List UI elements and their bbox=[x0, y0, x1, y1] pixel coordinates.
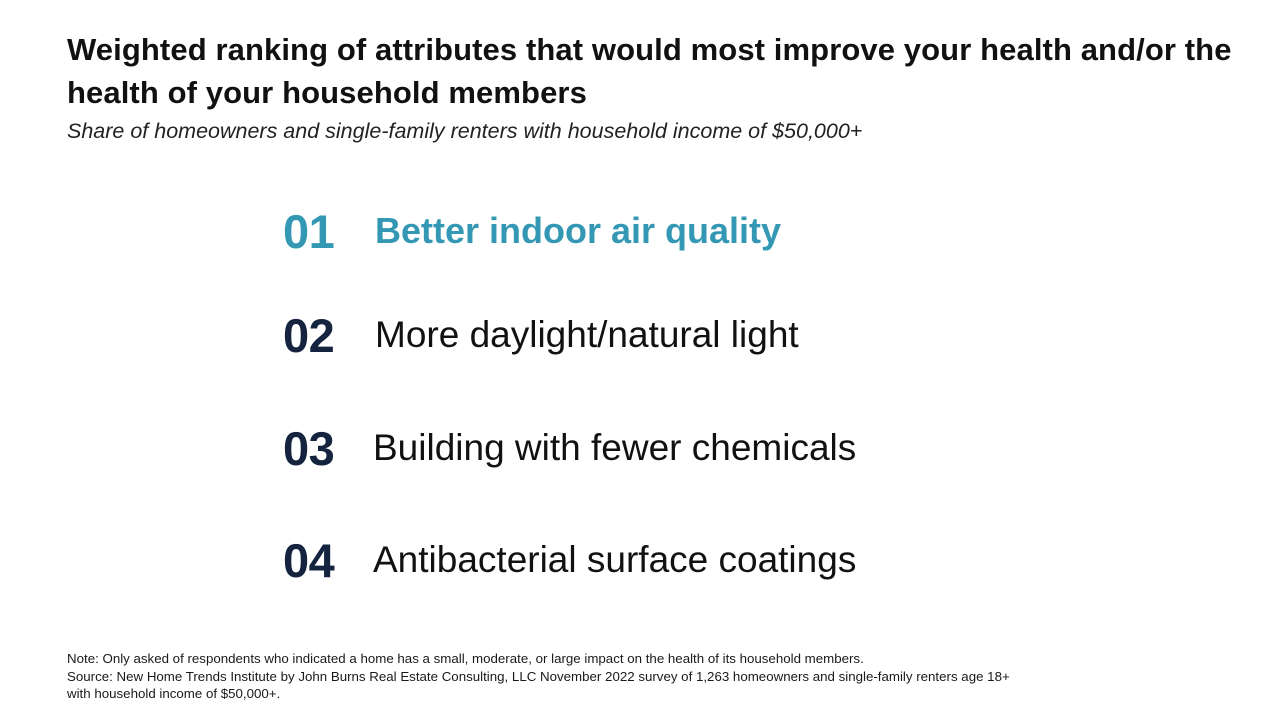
ranking-item-4: 04 Antibacterial surface coatings bbox=[283, 530, 1183, 590]
ranking-item-2: 02 More daylight/natural light bbox=[283, 305, 1183, 365]
rank-number: 04 bbox=[283, 533, 335, 587]
ranking-item-3: 03 Building with fewer chemicals bbox=[283, 418, 1183, 478]
footnote-source: Source: New Home Trends Institute by Joh… bbox=[67, 668, 1010, 684]
ranking-list: 01 Better indoor air quality 02 More day… bbox=[283, 0, 1183, 640]
rank-number: 01 bbox=[283, 204, 335, 258]
footnote: Note: Only asked of respondents who indi… bbox=[67, 650, 1217, 703]
rank-label: Building with fewer chemicals bbox=[373, 427, 857, 468]
rank-label: Better indoor air quality bbox=[375, 210, 782, 251]
rank-number: 03 bbox=[283, 421, 335, 475]
footnote-source-continued: with household income of $50,000+. bbox=[67, 686, 281, 701]
rank-label: Antibacterial surface coatings bbox=[373, 539, 857, 580]
footnote-note: Note: Only asked of respondents who indi… bbox=[67, 651, 864, 666]
slide-subtitle: Share of homeowners and single-family re… bbox=[67, 119, 863, 143]
rank-label: More daylight/natural light bbox=[375, 314, 799, 355]
rank-number: 02 bbox=[283, 308, 335, 362]
slide-title: Weighted ranking of attributes that woul… bbox=[67, 32, 1232, 110]
ranking-item-1: 01 Better indoor air quality bbox=[283, 201, 1183, 261]
